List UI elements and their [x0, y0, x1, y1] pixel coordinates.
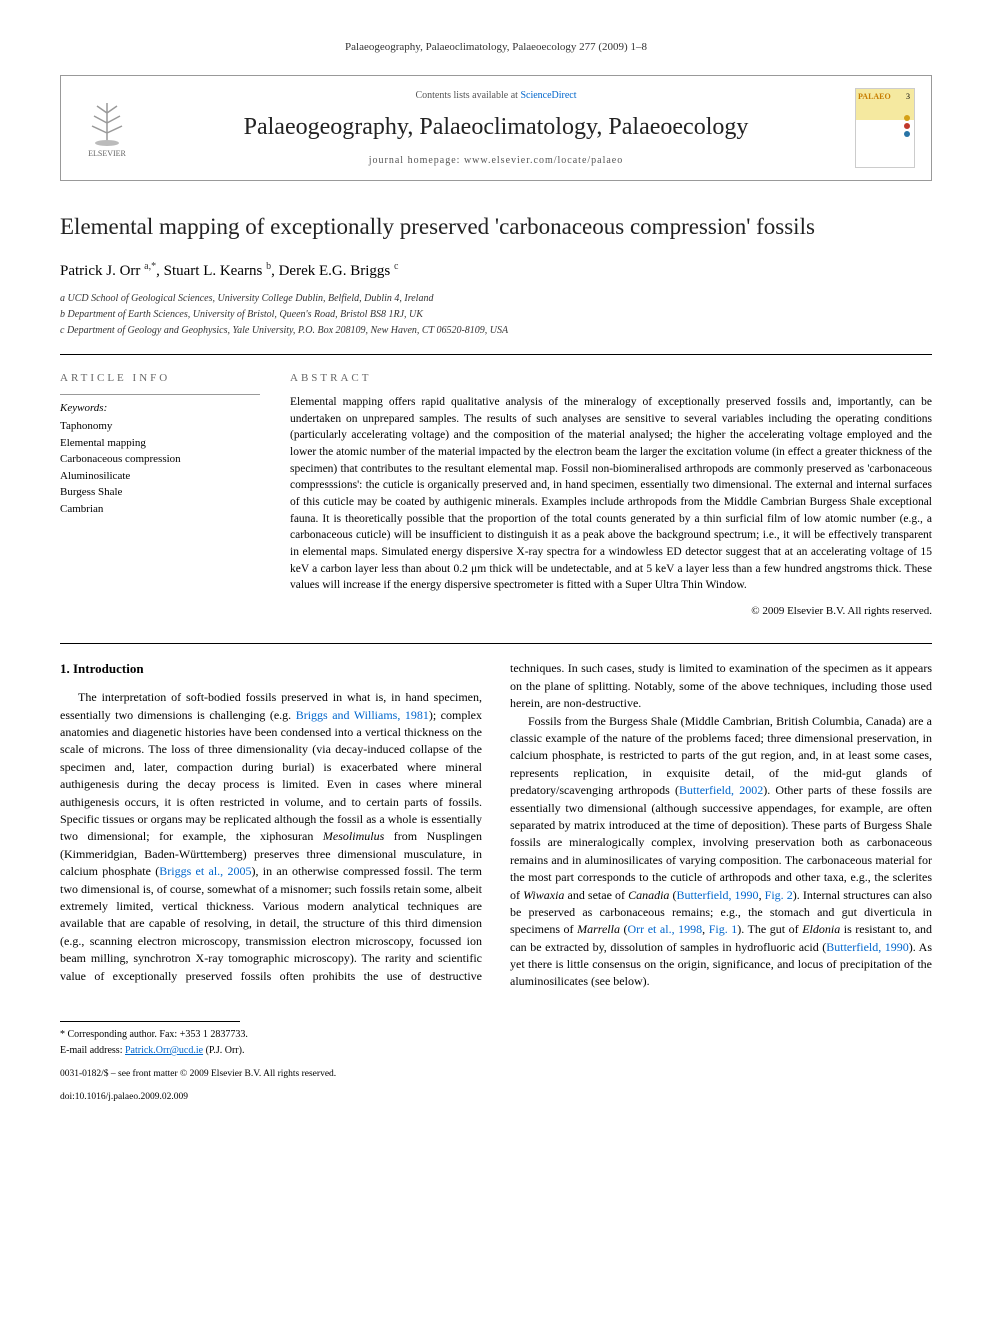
affiliations-block: a UCD School of Geological Sciences, Uni… [60, 292, 932, 338]
page-footer: * Corresponding author. Fax: +353 1 2837… [60, 1021, 932, 1105]
keywords-label: Keywords: [60, 401, 260, 416]
homepage-label: journal homepage: [369, 155, 464, 166]
horizontal-rule [60, 354, 932, 355]
email-line: E-mail address: Patrick.Orr@ucd.ie (P.J.… [60, 1044, 932, 1058]
homepage-url: www.elsevier.com/locate/palaeo [464, 155, 623, 166]
keyword-item: Aluminosilicate [60, 468, 260, 485]
affiliation: b Department of Earth Sciences, Universi… [60, 308, 932, 322]
article-title: Elemental mapping of exceptionally prese… [60, 211, 932, 243]
sciencedirect-link[interactable]: ScienceDirect [520, 90, 576, 101]
keywords-list: TaphonomyElemental mappingCarbonaceous c… [60, 418, 260, 517]
email-suffix: (P.J. Orr). [203, 1045, 244, 1056]
body-text-columns: 1. Introduction The interpretation of so… [60, 660, 932, 990]
footer-rule [60, 1021, 240, 1022]
abstract-column: ABSTRACT Elemental mapping offers rapid … [290, 371, 932, 620]
publisher-logo: ELSEVIER [77, 93, 137, 163]
authors-line: Patrick J. Orr a,*, Stuart L. Kearns b, … [60, 260, 932, 282]
journal-cover-thumbnail: PALAEO 3 [855, 88, 915, 168]
cover-dot [904, 123, 910, 129]
journal-homepage-line: journal homepage: www.elsevier.com/locat… [153, 154, 839, 168]
info-abstract-row: ARTICLE INFO Keywords: TaphonomyElementa… [60, 371, 932, 620]
journal-header-box: ELSEVIER Contents lists available at Sci… [60, 75, 932, 181]
journal-header-center: Contents lists available at ScienceDirec… [153, 89, 839, 169]
issn-line: 0031-0182/$ – see front matter © 2009 El… [60, 1068, 932, 1081]
contents-prefix: Contents lists available at [415, 90, 520, 101]
doi-line: doi:10.1016/j.palaeo.2009.02.009 [60, 1091, 932, 1104]
cover-dot [904, 115, 910, 121]
running-header: Palaeogeography, Palaeoclimatology, Pala… [60, 40, 932, 55]
affiliation: a UCD School of Geological Sciences, Uni… [60, 292, 932, 306]
cover-issue: 3 [906, 91, 910, 102]
horizontal-rule [60, 643, 932, 644]
abstract-copyright: © 2009 Elsevier B.V. All rights reserved… [290, 604, 932, 619]
article-info-heading: ARTICLE INFO [60, 371, 260, 386]
email-label: E-mail address: [60, 1045, 125, 1056]
affiliation: c Department of Geology and Geophysics, … [60, 324, 932, 338]
publisher-name: ELSEVIER [88, 148, 126, 159]
contents-line: Contents lists available at ScienceDirec… [153, 89, 839, 103]
cover-dot [904, 131, 910, 137]
abstract-heading: ABSTRACT [290, 371, 932, 386]
abstract-text: Elemental mapping offers rapid qualitati… [290, 394, 932, 594]
body-para-2: Fossils from the Burgess Shale (Middle C… [510, 713, 932, 991]
keyword-item: Elemental mapping [60, 435, 260, 452]
keyword-item: Taphonomy [60, 418, 260, 435]
article-info-column: ARTICLE INFO Keywords: TaphonomyElementa… [60, 371, 260, 620]
section-heading: 1. Introduction [60, 660, 482, 679]
elsevier-tree-icon [82, 98, 132, 148]
cover-dots [904, 113, 910, 139]
cover-title: PALAEO [858, 92, 891, 101]
journal-name: Palaeogeography, Palaeoclimatology, Pala… [153, 111, 839, 145]
keyword-item: Carbonaceous compression [60, 451, 260, 468]
keyword-item: Burgess Shale [60, 484, 260, 501]
email-link[interactable]: Patrick.Orr@ucd.ie [125, 1045, 203, 1056]
corresponding-author: * Corresponding author. Fax: +353 1 2837… [60, 1028, 932, 1042]
keyword-item: Cambrian [60, 501, 260, 518]
info-rule [60, 394, 260, 395]
